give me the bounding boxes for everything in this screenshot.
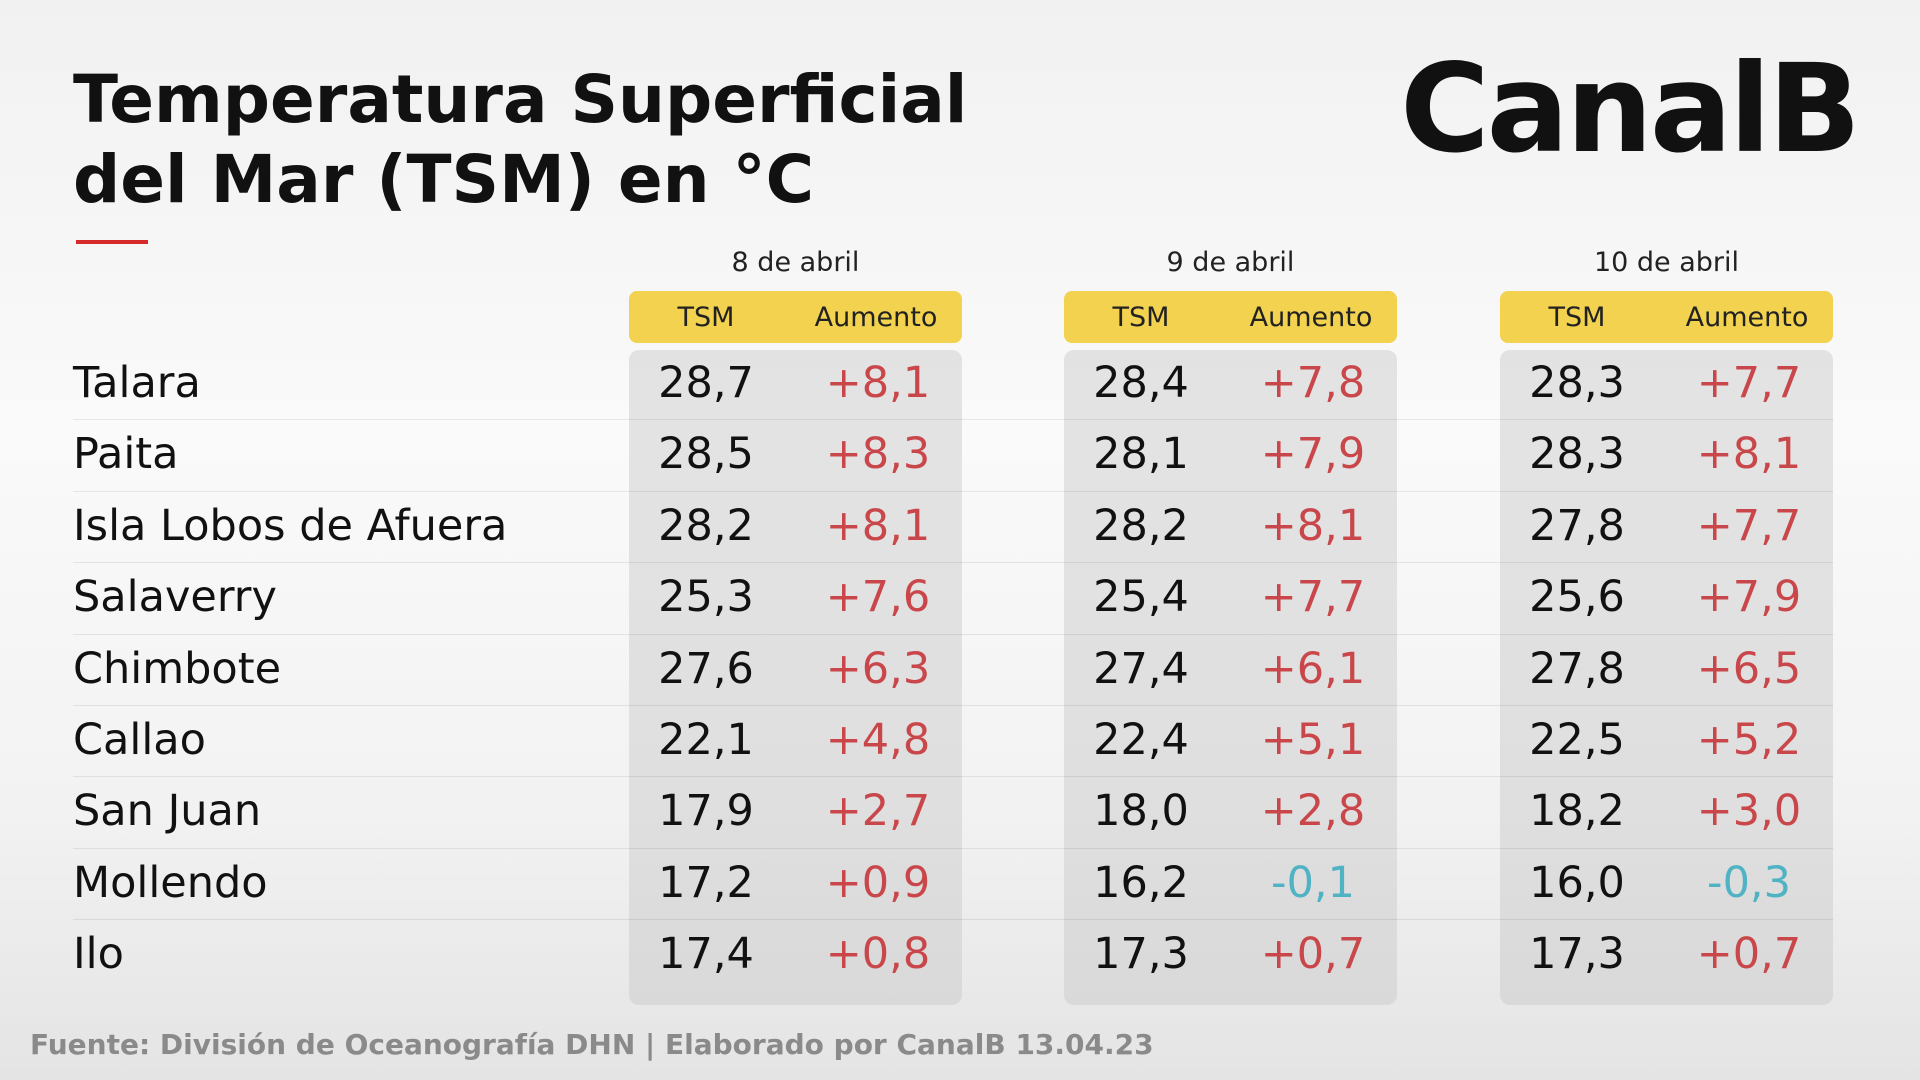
tsm-value: 28,4 <box>1093 358 1189 408</box>
column-header: Aumento <box>1685 302 1809 333</box>
date-label: 9 de abril <box>1166 247 1295 278</box>
tsm-value: 25,4 <box>1093 572 1189 623</box>
increase-value: +7,7 <box>1696 500 1802 551</box>
tsm-value: 17,4 <box>658 929 754 980</box>
header-bar <box>629 291 962 343</box>
tsm-value: 28,2 <box>1093 500 1189 551</box>
tsm-value: 16,2 <box>1093 857 1189 908</box>
increase-value: +6,1 <box>1260 643 1366 694</box>
increase-value: +3,0 <box>1696 786 1802 837</box>
row-name: Callao <box>73 715 206 765</box>
row-name: Talara <box>73 358 201 408</box>
title-underline <box>76 240 148 244</box>
row-separator <box>73 633 1833 635</box>
header-bar <box>1500 291 1833 343</box>
increase-value: -0,3 <box>1707 857 1791 908</box>
increase-value: +0,8 <box>825 929 931 980</box>
tsm-value: 27,4 <box>1093 643 1189 694</box>
tsm-value: 22,5 <box>1529 715 1625 765</box>
row-separator <box>73 490 1833 492</box>
column-header: TSM <box>1548 302 1606 333</box>
title: Temperatura Superficial del Mar (TSM) en… <box>73 61 968 218</box>
tsm-value: 17,3 <box>1093 929 1189 980</box>
increase-value: +7,6 <box>825 572 931 623</box>
tsm-value: 27,6 <box>658 643 754 694</box>
row-name: Mollendo <box>73 857 268 908</box>
increase-value: +2,7 <box>825 786 931 837</box>
tsm-value: 17,2 <box>658 857 754 908</box>
increase-value: +2,8 <box>1260 786 1366 837</box>
date-label: 8 de abril <box>731 247 860 278</box>
tsm-value: 28,5 <box>658 429 754 480</box>
row-separator <box>73 419 1833 421</box>
increase-value: +7,9 <box>1260 429 1366 480</box>
row-separator <box>73 919 1833 921</box>
tsm-value: 16,0 <box>1529 857 1625 908</box>
tsm-value: 27,8 <box>1529 500 1625 551</box>
row-name: Paita <box>73 429 179 480</box>
tsm-value: 18,0 <box>1093 786 1189 837</box>
column-header: Aumento <box>814 302 938 333</box>
row-name: San Juan <box>73 786 262 837</box>
logo: CanalB <box>1400 38 1861 180</box>
increase-value: +8,1 <box>1260 500 1366 551</box>
date-label: 10 de abril <box>1593 247 1740 278</box>
tsm-value: 28,3 <box>1529 358 1625 408</box>
row-separator <box>73 562 1833 564</box>
increase-value: +7,8 <box>1260 358 1366 408</box>
tsm-value: 18,2 <box>1529 786 1625 837</box>
column-header: Aumento <box>1249 302 1373 333</box>
increase-value: +8,3 <box>825 429 931 480</box>
increase-value: +4,8 <box>825 715 931 765</box>
tsm-value: 28,3 <box>1529 429 1625 480</box>
tsm-value: 27,8 <box>1529 643 1625 694</box>
increase-value: +0,7 <box>1696 929 1802 980</box>
tsm-value: 28,1 <box>1093 429 1189 480</box>
increase-value: +5,2 <box>1696 715 1802 765</box>
header-bar <box>1064 291 1397 343</box>
tsm-value: 17,3 <box>1529 929 1625 980</box>
increase-value: +0,7 <box>1260 929 1366 980</box>
tsm-value: 28,2 <box>658 500 754 551</box>
tsm-value: 17,9 <box>658 786 754 837</box>
row-separator <box>73 776 1833 778</box>
increase-value: +7,9 <box>1696 572 1802 623</box>
tsm-value: 25,3 <box>658 572 754 623</box>
increase-value: +7,7 <box>1260 572 1366 623</box>
column-header: TSM <box>677 302 735 333</box>
row-name: Ilo <box>73 929 124 980</box>
tsm-value: 22,4 <box>1093 715 1189 765</box>
increase-value: +0,9 <box>825 857 931 908</box>
footer-source: Fuente: División de Oceanografía DHN | E… <box>30 1028 1154 1061</box>
tsm-value: 28,7 <box>658 358 754 408</box>
increase-value: +7,7 <box>1696 358 1802 408</box>
panel <box>629 350 962 1005</box>
increase-value: +6,5 <box>1696 643 1802 694</box>
row-name: Salaverry <box>73 572 277 623</box>
increase-value: +6,3 <box>825 643 931 694</box>
row-separator <box>73 847 1833 849</box>
panel <box>1064 350 1397 1005</box>
tsm-value: 22,1 <box>658 715 754 765</box>
row-name: Isla Lobos de Afuera <box>73 500 508 551</box>
row-name: Chimbote <box>73 643 282 694</box>
row-separator <box>73 705 1833 706</box>
increase-value: +5,1 <box>1260 715 1366 765</box>
increase-value: +8,1 <box>1696 429 1802 480</box>
panel <box>1500 350 1833 1005</box>
column-header: TSM <box>1112 302 1170 333</box>
increase-value: +8,1 <box>825 358 931 408</box>
increase-value: -0,1 <box>1271 857 1355 908</box>
increase-value: +8,1 <box>825 500 931 551</box>
tsm-value: 25,6 <box>1529 572 1625 623</box>
